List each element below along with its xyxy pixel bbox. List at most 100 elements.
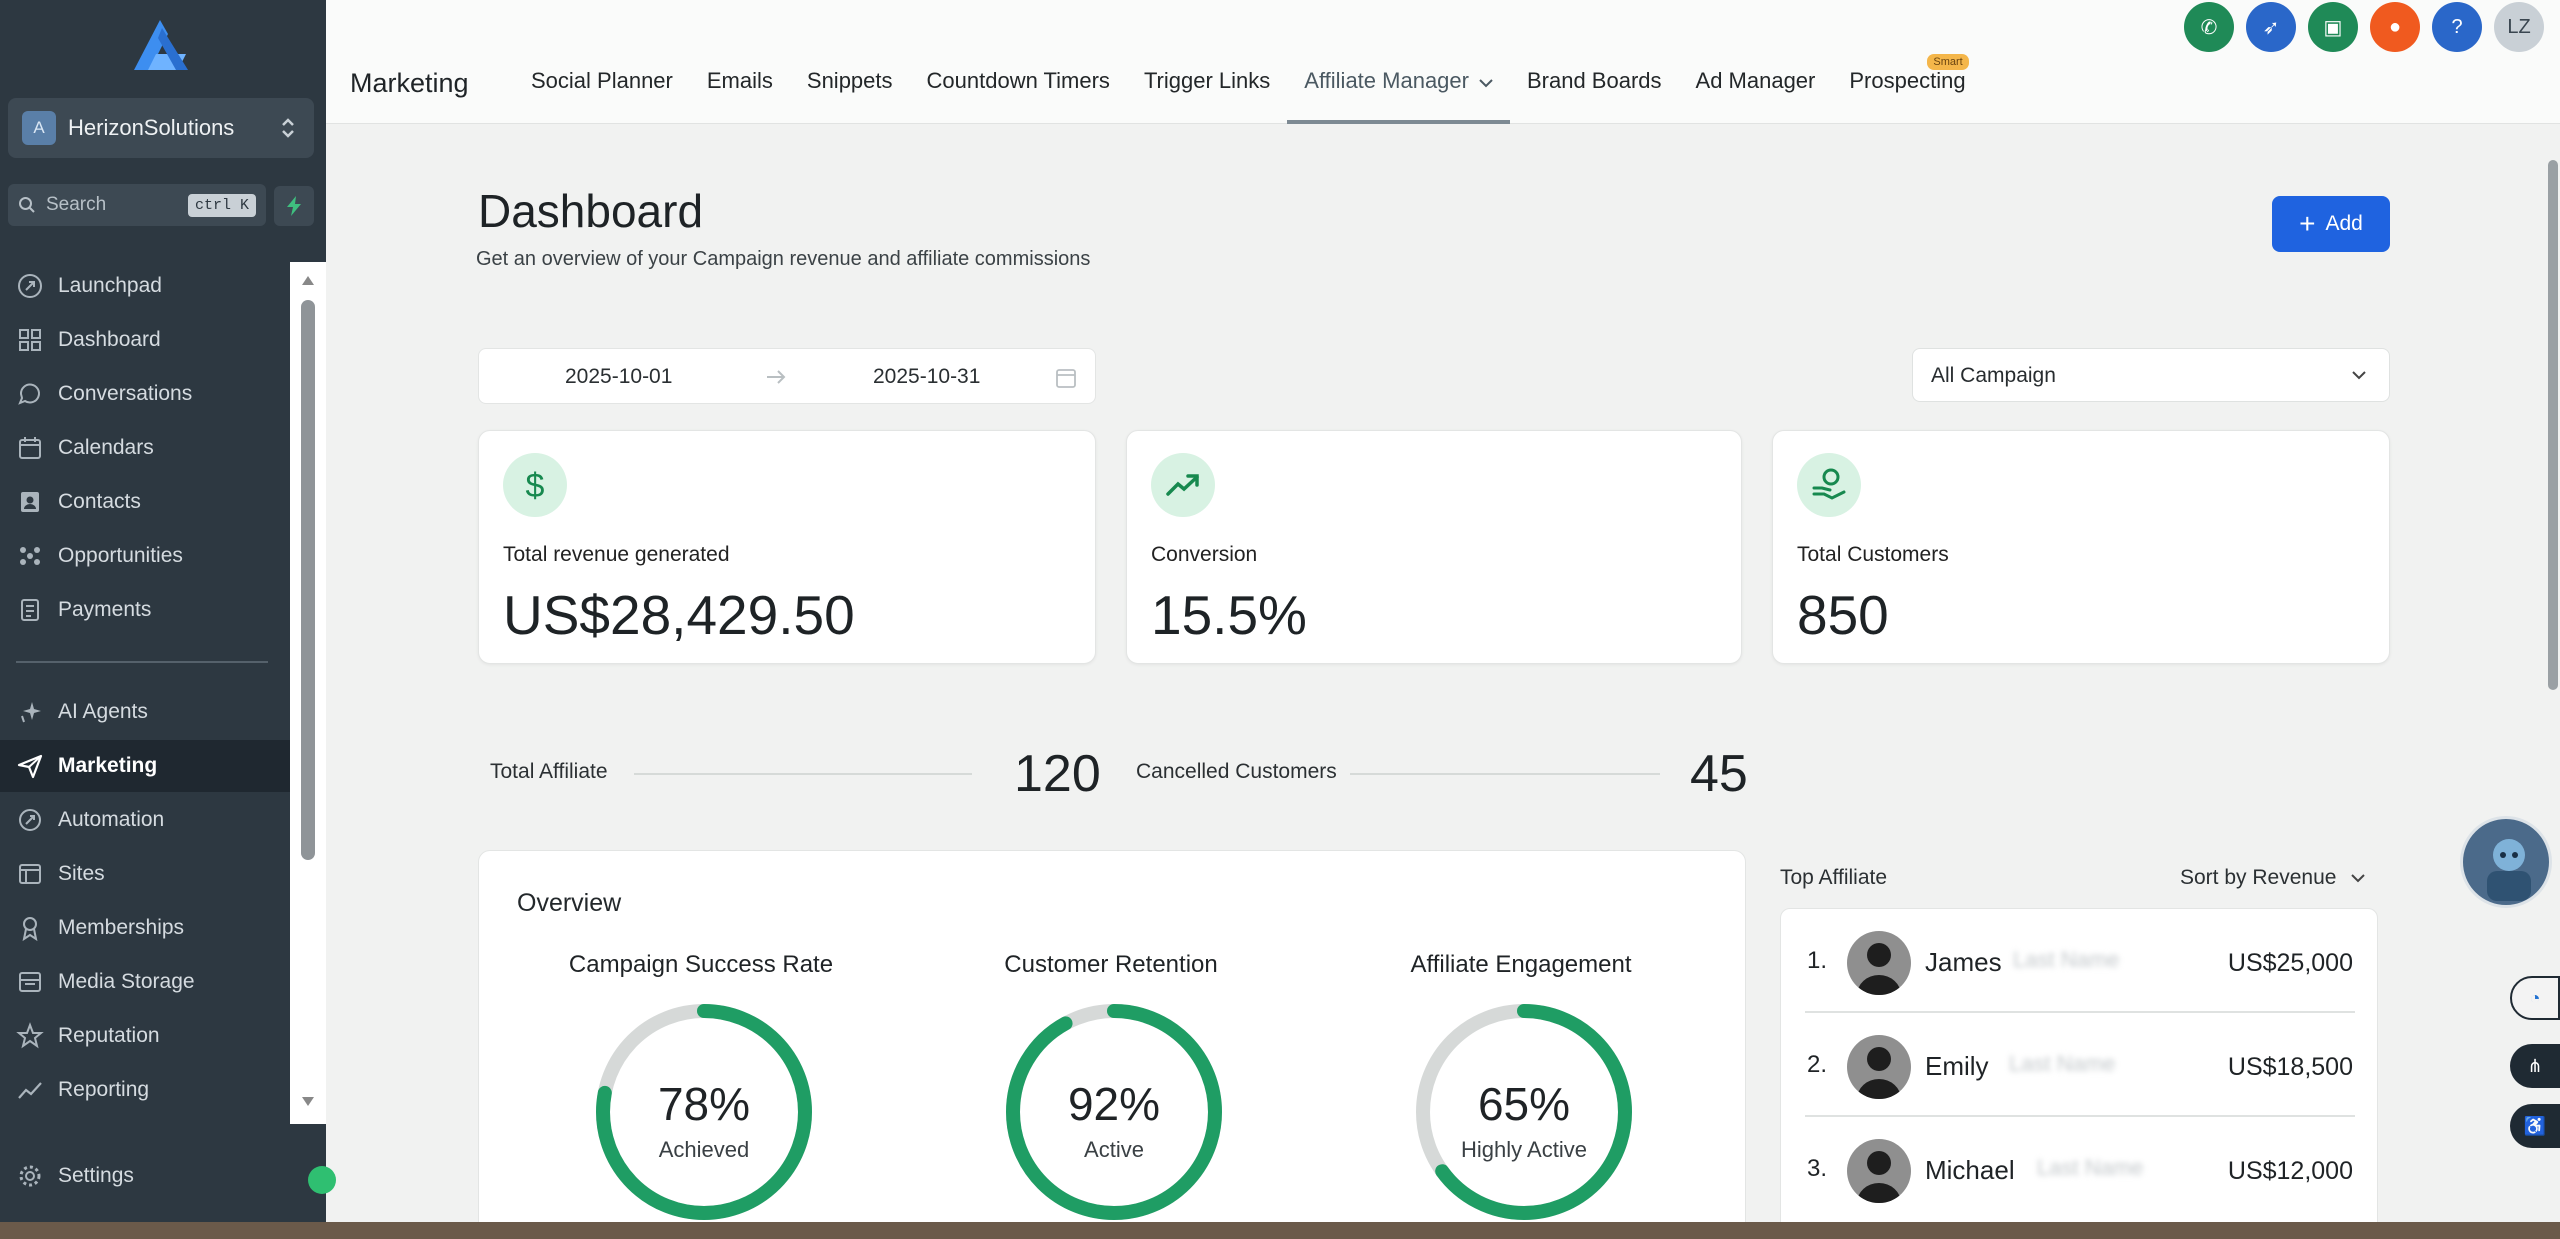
user-avatar[interactable]: LZ <box>2494 2 2544 52</box>
revenue-amount: US$18,500 <box>2227 1053 2353 1081</box>
bell-icon[interactable]: ● <box>2370 2 2420 52</box>
list-item[interactable]: 1. James Last Name US$25,000 <box>1781 909 2379 1013</box>
scroll-up-icon[interactable] <box>300 274 316 286</box>
tab-brand-boards[interactable]: Brand Boards <box>1526 68 1662 93</box>
avatar <box>1847 931 1911 995</box>
tab-ad-manager[interactable]: Ad Manager <box>1695 68 1816 93</box>
stat-value: 850 <box>1797 584 1889 646</box>
cancelled-customers-stat: Cancelled Customers 45 <box>1136 744 1756 803</box>
sort-label: Sort by Revenue <box>2180 866 2337 889</box>
revenue-amount: US$12,000 <box>2227 1157 2353 1185</box>
smart-badge: Smart <box>1927 54 1969 70</box>
sidebar-item-memberships[interactable]: Memberships <box>0 902 290 954</box>
sidebar: A HerizonSolutions Search ctrl K Launchp… <box>0 0 336 1239</box>
list-item[interactable]: 2. Emily Last Name US$18,500 <box>1781 1013 2379 1117</box>
tab-prospecting[interactable]: Prospecting Smart <box>1832 54 1982 124</box>
sidebar-item-marketing[interactable]: Marketing <box>0 740 290 792</box>
end-date[interactable]: 2025-10-31 <box>873 365 981 388</box>
announcement-icon[interactable]: ▣ <box>2308 2 2358 52</box>
gauge-campaign-success: Campaign Success Rate 78% Achieved <box>541 951 861 1239</box>
stat-label: Total Customers <box>1797 543 1949 566</box>
cancelled-customers-label: Cancelled Customers <box>1136 760 1337 783</box>
gauge-title: Affiliate Engagement <box>1410 951 1632 978</box>
gauge-title: Campaign Success Rate <box>568 951 834 978</box>
sidebar-item-calendars[interactable]: Calendars <box>0 422 290 474</box>
stat-card-customers: Total Customers 850 <box>1772 430 2390 664</box>
sidebar-item-conversations[interactable]: Conversations <box>0 368 290 420</box>
stat-label: Total revenue generated <box>503 543 730 566</box>
network-icon: ⋔ <box>2527 1055 2543 1076</box>
integrations-button[interactable]: ⋔ <box>2510 1044 2560 1088</box>
add-button[interactable]: + Add <box>2272 196 2390 252</box>
sidebar-item-settings[interactable]: Settings <box>0 1150 290 1202</box>
gauge-arc <box>1006 1004 1222 1220</box>
phone-icon[interactable]: ✆ <box>2184 2 2234 52</box>
stat-card-conversion: Conversion 15.5% <box>1126 430 1742 664</box>
sidebar-divider <box>16 661 268 663</box>
page-scrollbar[interactable] <box>2546 124 2560 1222</box>
last-name-blurred: Last Name <box>2013 947 2120 972</box>
gauge-affiliate-engagement: Affiliate Engagement 65% Highly Active <box>1361 951 1681 1239</box>
rank: 3. <box>1807 1155 1828 1182</box>
tab-affiliate-manager[interactable]: Affiliate Manager <box>1287 68 1510 124</box>
page-subtitle: Get an overview of your Campaign revenue… <box>476 248 1091 270</box>
gauge-arc <box>596 1004 812 1220</box>
quick-action-button[interactable] <box>274 186 314 226</box>
tab-trigger-links[interactable]: Trigger Links <box>1143 68 1271 93</box>
tab-emails[interactable]: Emails <box>706 68 773 93</box>
tab-countdown-timers[interactable]: Countdown Timers <box>926 68 1110 93</box>
chat-widget-button[interactable]: ◔ <box>2510 976 2560 1020</box>
section-title: Marketing <box>350 68 469 98</box>
brand-logo-icon[interactable] <box>126 14 196 76</box>
top-affiliate-title: Top Affiliate <box>1780 866 1888 889</box>
sidebar-item-automation[interactable]: Automation <box>0 794 290 846</box>
sidebar-item-label: Automation <box>58 808 165 831</box>
star-icon <box>16 1022 44 1049</box>
marketing-tabs: Social Planner Emails Snippets Countdown… <box>514 54 1983 124</box>
calendar-icon <box>19 437 41 459</box>
opportunities-icon <box>20 547 40 565</box>
sidebar-search[interactable]: Search ctrl K <box>8 184 266 226</box>
total-affiliate-label: Total Affiliate <box>490 760 608 783</box>
account-switcher[interactable]: A HerizonSolutions <box>8 98 314 158</box>
sidebar-item-payments[interactable]: Payments <box>0 584 290 636</box>
scroll-thumb[interactable] <box>2548 160 2558 690</box>
start-date[interactable]: 2025-10-01 <box>565 365 673 388</box>
sidebar-item-opportunities[interactable]: Opportunities <box>0 530 290 582</box>
rocket-icon <box>18 274 42 298</box>
sidebar-item-sites[interactable]: Sites <box>0 848 290 900</box>
list-item[interactable]: 3. Michael Last Name US$12,000 <box>1781 1117 2379 1221</box>
assistant-avatar-button[interactable] <box>2460 816 2552 908</box>
sidebar-item-contacts[interactable]: Contacts <box>0 476 290 528</box>
accessibility-button[interactable]: ♿ <box>2510 1104 2560 1148</box>
rank: 2. <box>1807 1051 1828 1078</box>
sidebar-item-media-storage[interactable]: Media Storage <box>0 956 290 1008</box>
megaphone-icon[interactable]: ➶ <box>2246 2 2296 52</box>
tab-snippets[interactable]: Snippets <box>806 68 893 93</box>
sidebar-item-ai-agents[interactable]: AI Agents <box>0 686 290 738</box>
chat-icon <box>18 383 40 405</box>
stat-value: US$28,429.50 <box>503 584 855 646</box>
tab-social-planner[interactable]: Social Planner <box>531 68 673 93</box>
chevron-down-icon <box>1479 79 1493 88</box>
membership-icon <box>22 917 38 942</box>
gauge-arc <box>1416 1004 1632 1220</box>
help-icon[interactable]: ? <box>2432 2 2482 52</box>
sidebar-item-label: Calendars <box>58 436 154 459</box>
date-range-picker[interactable]: 2025-10-01 2025-10-31 <box>478 348 1096 404</box>
sidebar-item-launchpad[interactable]: Launchpad <box>0 260 290 312</box>
trend-up-icon <box>1151 453 1215 517</box>
scroll-down-icon[interactable] <box>300 1096 316 1108</box>
calendar-icon[interactable] <box>1055 367 1077 389</box>
scroll-thumb[interactable] <box>301 300 315 860</box>
sidebar-scrollbar[interactable] <box>290 262 326 1124</box>
sidebar-item-reputation[interactable]: Reputation <box>0 1010 290 1062</box>
campaign-select[interactable]: All Campaign <box>1912 348 2390 402</box>
sort-dropdown[interactable]: Sort by Revenue <box>2180 866 2366 890</box>
account-name: HerizonSolutions <box>68 115 235 140</box>
top-nav-bar: Marketing Social Planner Emails Snippets… <box>326 0 2560 124</box>
gauge-ring <box>1416 1004 1632 1220</box>
grid-icon <box>19 329 41 351</box>
sidebar-item-reporting[interactable]: Reporting <box>0 1064 290 1116</box>
sidebar-item-dashboard[interactable]: Dashboard <box>0 314 290 366</box>
